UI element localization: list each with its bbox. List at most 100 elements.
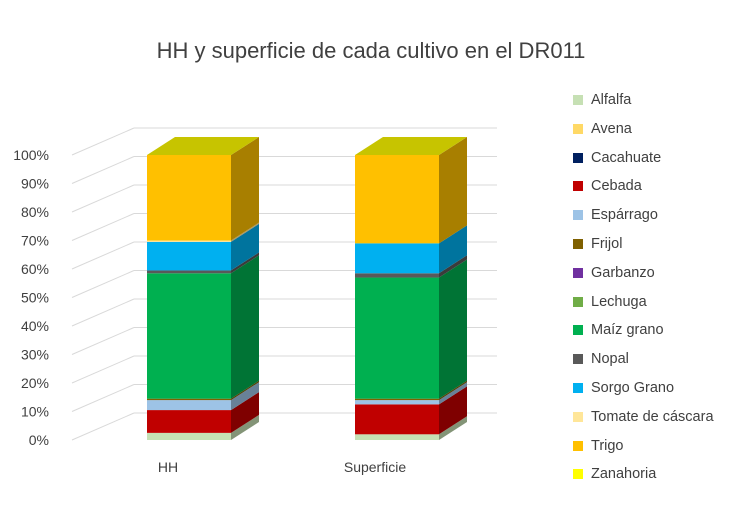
- segment-ma-z-grano: [355, 259, 467, 399]
- legend-item: Frijol: [573, 234, 622, 254]
- legend-item: Garbanzo: [573, 263, 655, 283]
- legend-label: Cacahuate: [591, 149, 662, 166]
- segment-frijol: [355, 380, 467, 401]
- segment-front: [147, 400, 231, 411]
- legend-label: Garbanzo: [591, 264, 655, 281]
- legend-swatch: [573, 325, 583, 336]
- segment-front: [355, 155, 439, 244]
- segment-cebada: [355, 386, 467, 435]
- segment-tomate-de-c-scara: [147, 222, 259, 242]
- legend-item: Nopal: [573, 349, 629, 369]
- legend-swatch: [573, 411, 583, 422]
- y-tick-label: 30%: [21, 347, 49, 363]
- chart-title: HH y superficie de cada cultivo en el DR…: [156, 38, 586, 63]
- y-tick-label: 40%: [21, 318, 49, 334]
- segment-esp-rrago: [355, 382, 467, 405]
- y-tick-label: 10%: [21, 404, 49, 420]
- y-axis-ticks: 0% 10% 20% 30% 40% 50% 60% 70% 80% 90% 100%: [13, 147, 49, 448]
- legend-label: Tomate de cáscara: [591, 408, 714, 425]
- segment-alfalfa: [355, 416, 467, 440]
- y-tick-label: 60%: [21, 261, 49, 277]
- legend-swatch: [573, 123, 583, 134]
- segment-sorgo-grano: [147, 223, 259, 271]
- segment-nopal: [147, 252, 259, 274]
- segment-front: [355, 404, 439, 435]
- segment-front: [147, 398, 231, 401]
- segment-sorgo-grano: [355, 225, 467, 274]
- segment-side: [231, 255, 259, 399]
- legend-swatch: [573, 440, 583, 451]
- gridline-side: [71, 384, 135, 412]
- legend-swatch: [573, 469, 583, 480]
- legend-label: Sorgo Grano: [591, 380, 675, 396]
- segment-side: [231, 223, 259, 271]
- legend-swatch: [573, 239, 583, 249]
- segment-front: [355, 273, 439, 278]
- legend-swatch: [573, 354, 583, 365]
- segment-nopal: [355, 255, 467, 278]
- segment-trigo: [147, 137, 259, 241]
- segment-side: [439, 259, 467, 399]
- legend-swatch: [573, 383, 583, 393]
- segment-side: [231, 382, 259, 411]
- gridline-side: [71, 298, 135, 327]
- gridline-side: [71, 213, 135, 241]
- legend-item: Cacahuate: [573, 148, 661, 168]
- x-tick-label: Superficie: [344, 459, 406, 475]
- legend-swatch: [573, 267, 583, 278]
- legend-item: Lechuga: [573, 292, 647, 312]
- gridline-side: [71, 156, 135, 184]
- segment-side: [231, 392, 259, 433]
- y-tick-label: 80%: [21, 204, 49, 220]
- segment-front: [355, 434, 439, 440]
- legend-swatch: [573, 181, 583, 192]
- segment-front: [355, 400, 439, 405]
- legend-label: Espárrago: [591, 207, 658, 224]
- legend-label: Zanahoria: [591, 466, 657, 483]
- gridline-side: [71, 127, 135, 156]
- legend-item: Sorgo Grano: [573, 378, 674, 398]
- legend-swatch: [573, 296, 583, 307]
- gridline-side: [71, 241, 135, 270]
- segment-side: [439, 386, 467, 435]
- segment-cebada: [147, 392, 259, 433]
- segment-trigo: [355, 137, 467, 244]
- segment-esp-rrago: [147, 382, 259, 411]
- legend-label: Frijol: [591, 236, 623, 252]
- legend-swatch: [573, 95, 583, 105]
- segment-side: [439, 416, 467, 440]
- gridline-side: [71, 327, 135, 355]
- segment-front: [147, 241, 231, 271]
- segment-front: [147, 155, 231, 241]
- segment-side: [439, 255, 467, 278]
- legend-item: Espárrago: [573, 205, 658, 225]
- legend-label: Cebada: [591, 178, 642, 195]
- y-tick-label: 20%: [21, 375, 49, 391]
- segment-side: [439, 225, 467, 274]
- segment-ma-z-grano: [147, 255, 259, 399]
- segment-side: [231, 380, 259, 401]
- segment-front: [355, 277, 439, 399]
- segment-alfalfa: [147, 414, 259, 440]
- legend-label: Nopal: [591, 351, 629, 368]
- legend-item: Zanahoria: [573, 464, 656, 484]
- segment-side: [231, 252, 259, 274]
- legend-label: Trigo: [591, 437, 624, 454]
- segment-top: [147, 137, 259, 155]
- gridline-side: [71, 355, 135, 384]
- legend-item: Maíz grano: [573, 320, 664, 340]
- y-tick-label: 50%: [21, 290, 49, 306]
- segment-side: [439, 382, 467, 405]
- segment-front: [147, 273, 231, 399]
- x-tick-label: HH: [158, 459, 178, 475]
- segment-side: [231, 137, 259, 241]
- x-axis-ticks: HH Superficie: [158, 459, 406, 475]
- segment-side: [231, 222, 259, 242]
- y-tick-label: 70%: [21, 233, 49, 249]
- segment-side: [439, 137, 467, 244]
- gridline-side: [71, 412, 135, 441]
- gridline-side: [71, 184, 135, 213]
- segment-side: [439, 380, 467, 401]
- y-tick-label: 0%: [29, 432, 49, 448]
